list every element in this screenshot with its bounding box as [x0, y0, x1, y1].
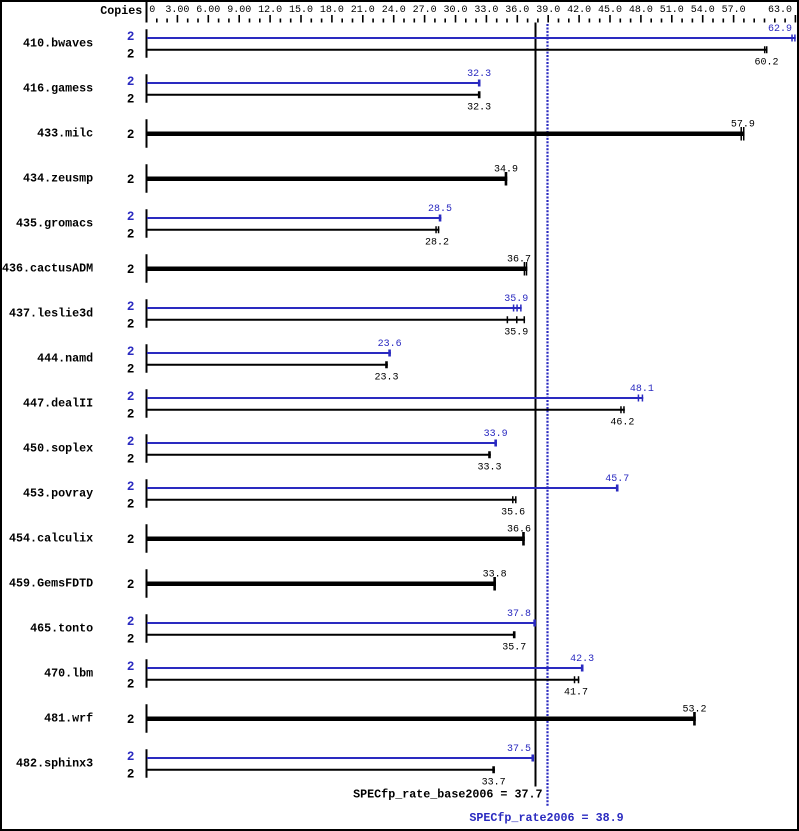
svg-text:27.0: 27.0 — [413, 5, 437, 16]
svg-text:23.3: 23.3 — [374, 373, 398, 384]
svg-text:60.2: 60.2 — [755, 58, 779, 69]
svg-text:45.7: 45.7 — [605, 474, 629, 485]
svg-text:433.milc: 433.milc — [37, 127, 93, 141]
svg-text:36.6: 36.6 — [507, 525, 531, 536]
svg-text:2: 2 — [127, 228, 135, 242]
svg-text:447.dealII: 447.dealII — [23, 397, 93, 411]
svg-text:2: 2 — [127, 435, 135, 449]
svg-text:35.9: 35.9 — [504, 328, 528, 339]
svg-text:2: 2 — [127, 453, 135, 467]
svg-text:62.9: 62.9 — [768, 24, 792, 35]
svg-text:Copies: Copies — [100, 4, 142, 18]
svg-text:2: 2 — [127, 633, 135, 647]
svg-text:482.sphinx3: 482.sphinx3 — [16, 757, 93, 771]
svg-text:SPECfp_rate2006 = 38.9: SPECfp_rate2006 = 38.9 — [469, 811, 623, 825]
svg-text:34.9: 34.9 — [494, 165, 518, 176]
svg-text:465.tonto: 465.tonto — [30, 622, 93, 636]
svg-text:481.wrf: 481.wrf — [44, 712, 93, 726]
svg-text:470.lbm: 470.lbm — [44, 667, 93, 681]
svg-text:434.zeusmp: 434.zeusmp — [23, 172, 93, 186]
svg-text:57.0: 57.0 — [722, 5, 746, 16]
svg-text:28.5: 28.5 — [428, 204, 452, 215]
svg-text:35.6: 35.6 — [501, 508, 525, 519]
svg-text:37.8: 37.8 — [507, 609, 531, 620]
svg-text:21.0: 21.0 — [351, 5, 375, 16]
svg-text:39.0: 39.0 — [536, 5, 560, 16]
svg-text:18.0: 18.0 — [320, 5, 344, 16]
svg-text:2: 2 — [127, 128, 135, 142]
svg-text:2: 2 — [127, 263, 135, 277]
svg-text:2: 2 — [127, 533, 135, 547]
svg-text:53.2: 53.2 — [682, 705, 706, 716]
svg-text:SPECfp_rate_base2006 = 37.7: SPECfp_rate_base2006 = 37.7 — [353, 788, 542, 802]
svg-text:0: 0 — [149, 5, 155, 16]
svg-text:45.0: 45.0 — [598, 5, 622, 16]
svg-text:2: 2 — [127, 390, 135, 404]
svg-text:6.00: 6.00 — [196, 5, 220, 16]
svg-text:42.3: 42.3 — [570, 654, 594, 665]
svg-text:3.00: 3.00 — [165, 5, 189, 16]
svg-text:35.7: 35.7 — [502, 643, 526, 654]
svg-text:2: 2 — [127, 615, 135, 629]
svg-text:2: 2 — [127, 750, 135, 764]
svg-text:57.9: 57.9 — [731, 120, 755, 131]
svg-text:2: 2 — [127, 408, 135, 422]
svg-text:51.0: 51.0 — [660, 5, 684, 16]
svg-text:444.namd: 444.namd — [37, 352, 93, 366]
svg-text:33.8: 33.8 — [483, 570, 507, 581]
svg-text:2: 2 — [127, 678, 135, 692]
svg-text:437.leslie3d: 437.leslie3d — [9, 307, 93, 321]
svg-text:2: 2 — [127, 173, 135, 187]
svg-text:2: 2 — [127, 768, 135, 782]
svg-text:32.3: 32.3 — [467, 103, 491, 114]
svg-text:436.cactusADM: 436.cactusADM — [2, 262, 93, 276]
svg-text:454.calculix: 454.calculix — [9, 532, 93, 546]
svg-text:2: 2 — [127, 498, 135, 512]
svg-text:15.0: 15.0 — [289, 5, 313, 16]
svg-text:2: 2 — [127, 300, 135, 314]
svg-text:28.2: 28.2 — [425, 238, 449, 249]
svg-text:41.7: 41.7 — [564, 688, 588, 699]
svg-text:36.7: 36.7 — [507, 255, 531, 266]
svg-text:42.0: 42.0 — [567, 5, 591, 16]
svg-text:2: 2 — [127, 93, 135, 107]
svg-text:2: 2 — [127, 578, 135, 592]
svg-text:2: 2 — [127, 30, 135, 44]
svg-text:410.bwaves: 410.bwaves — [23, 37, 93, 51]
svg-text:2: 2 — [127, 75, 135, 89]
svg-text:2: 2 — [127, 318, 135, 332]
svg-text:2: 2 — [127, 713, 135, 727]
svg-text:2: 2 — [127, 345, 135, 359]
svg-text:48.1: 48.1 — [630, 384, 654, 395]
svg-text:33.3: 33.3 — [477, 463, 501, 474]
svg-text:24.0: 24.0 — [382, 5, 406, 16]
svg-text:2: 2 — [127, 48, 135, 62]
svg-text:35.9: 35.9 — [504, 294, 528, 305]
svg-text:453.povray: 453.povray — [23, 487, 93, 501]
svg-text:33.7: 33.7 — [482, 778, 506, 789]
svg-text:37.5: 37.5 — [507, 744, 531, 755]
svg-text:2: 2 — [127, 480, 135, 494]
svg-text:2: 2 — [127, 660, 135, 674]
svg-text:23.6: 23.6 — [378, 339, 402, 350]
svg-text:459.GemsFDTD: 459.GemsFDTD — [9, 577, 93, 591]
svg-text:33.0: 33.0 — [474, 5, 498, 16]
svg-text:46.2: 46.2 — [610, 418, 634, 429]
svg-text:450.soplex: 450.soplex — [23, 442, 93, 456]
svg-text:36.0: 36.0 — [505, 5, 529, 16]
svg-text:12.0: 12.0 — [258, 5, 282, 16]
svg-text:435.gromacs: 435.gromacs — [16, 217, 93, 231]
svg-text:2: 2 — [127, 210, 135, 224]
svg-text:33.9: 33.9 — [484, 429, 508, 440]
svg-text:48.0: 48.0 — [629, 5, 653, 16]
svg-text:54.0: 54.0 — [691, 5, 715, 16]
svg-text:32.3: 32.3 — [467, 69, 491, 80]
svg-text:2: 2 — [127, 363, 135, 377]
svg-text:30.0: 30.0 — [443, 5, 467, 16]
svg-text:416.gamess: 416.gamess — [23, 82, 93, 96]
svg-text:63.0: 63.0 — [768, 5, 792, 16]
svg-text:9.00: 9.00 — [227, 5, 251, 16]
